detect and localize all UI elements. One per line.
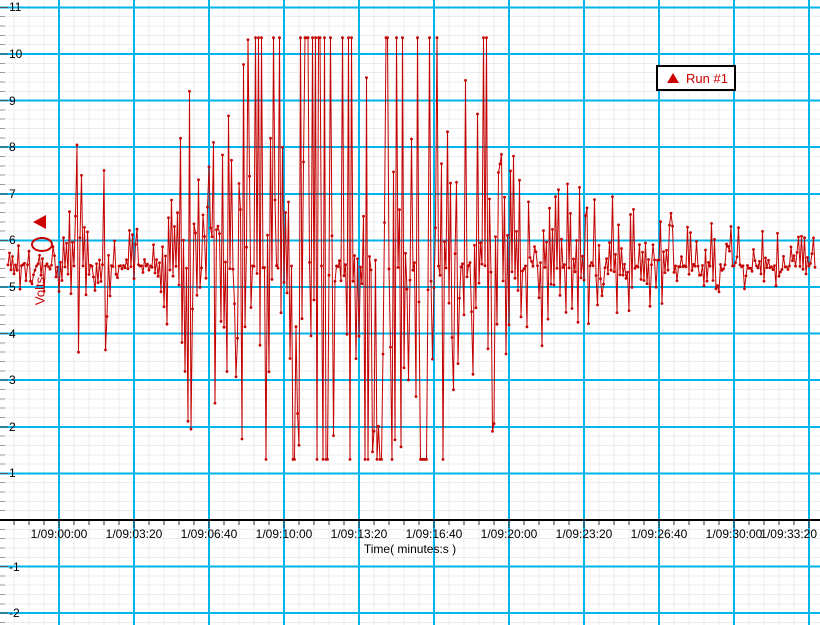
y-tick-label: 4	[9, 326, 16, 341]
x-tick-label: 1/09:13:20	[330, 527, 388, 541]
series-triangle-icon	[667, 73, 679, 83]
y-tick-label: -2	[9, 606, 20, 621]
y-tick-label: 9	[9, 93, 16, 108]
x-tick-label: 1/09:06:40	[180, 527, 238, 541]
y-tick-label: 7	[9, 186, 16, 201]
channel-marker-triangle-icon[interactable]	[33, 215, 46, 230]
annotation-ellipse	[31, 237, 53, 253]
x-tick-label: 1/09:16:40	[405, 527, 463, 541]
y-tick-label: 8	[9, 140, 16, 155]
y-tick-label: 3	[9, 373, 16, 388]
y-tick-label: 1	[9, 466, 16, 481]
y-axis-title: Volts	[32, 276, 48, 306]
x-tick-label: 1/09:33:20	[760, 527, 817, 541]
legend-box[interactable]: Run #1	[656, 65, 736, 91]
x-tick-label: 1/09:00:00	[30, 527, 88, 541]
x-tick-label: 1/09:23:20	[555, 527, 613, 541]
y-tick-label: 2	[9, 419, 16, 434]
y-tick-label: 11	[9, 0, 22, 15]
x-tick-label: 1/09:10:00	[255, 527, 313, 541]
x-axis-title: Time( minutes:s )	[363, 542, 457, 556]
x-tick-label: 1/09:20:00	[480, 527, 538, 541]
y-tick-label: 10	[9, 47, 23, 61]
y-tick-label: 6	[9, 233, 16, 248]
legend-series-label: Run #1	[686, 70, 728, 86]
x-tick-label: 1/09:26:40	[630, 527, 688, 541]
x-tick-label: 1/09:03:20	[105, 527, 163, 541]
series-run1	[6, 36, 817, 461]
y-tick-label: -1	[9, 559, 20, 574]
x-tick-label: 1/09:30:00	[705, 527, 763, 541]
y-tick-label: 5	[9, 280, 16, 294]
